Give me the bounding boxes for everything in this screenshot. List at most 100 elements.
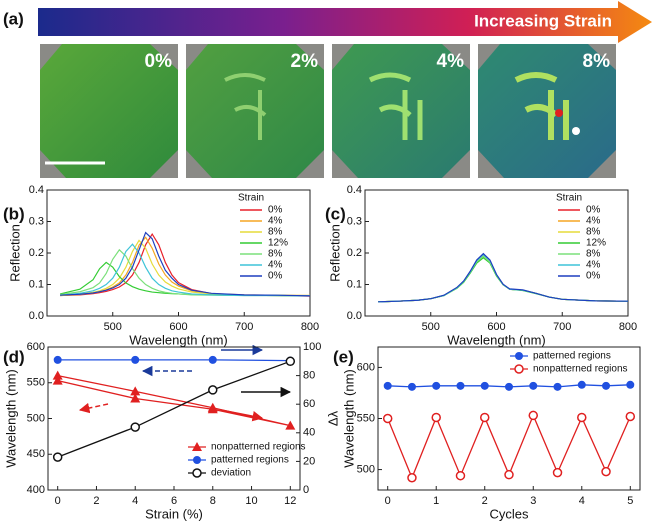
x-tick-label: 1 [433,495,439,507]
legend-label: patterned regions [211,455,289,466]
legend-label: 0% [268,205,283,216]
chart-panel: (b) 500 600 700 800 0.0 0.1 0.2 0.3 0.4 Wavelength… [3,184,319,348]
photo-label: 8% [583,51,611,72]
strain-arrow [38,1,652,43]
legend-label: patterned regions [533,351,611,362]
marker [480,381,489,390]
legend-label: 0% [268,271,283,282]
x-tick-label: 800 [301,321,319,333]
marker [529,381,538,390]
y-axis-label: Reflection [7,224,22,282]
marker [130,386,141,396]
marker [407,382,416,391]
panel-label: (a) [3,9,24,28]
y2-tick-label: 60 [303,398,315,410]
x-tick-label: 5 [627,495,633,507]
photo: 2% [186,44,324,178]
marker [553,382,562,391]
series-line [387,413,631,480]
marker [52,370,63,380]
y-axis-label: Reflection [327,224,342,282]
panel-label: (e) [333,347,354,366]
marker [601,466,611,477]
y-tick-label: 550 [357,412,375,424]
series-line [60,231,311,297]
y2-tick-label: 0 [303,484,309,496]
legend-label: 4% [268,260,283,271]
chart-panel: (d) 0 2 4 6 8 10 12 400 450 500 550 600 0 20 40 60 80 100 S… [3,341,340,521]
x-tick-label: 500 [422,321,440,333]
marker [505,382,513,391]
marker [285,420,296,430]
x-axis-label: Wavelength (nm) [447,332,546,347]
y-tick-label: 0.3 [347,215,362,227]
y-axis-label: Wavelength (nm) [3,369,18,468]
marker [456,381,465,390]
legend-label: 4% [268,216,283,227]
y-tick-label: 0.2 [347,247,362,259]
marker [52,375,63,385]
marker [504,469,514,480]
series-line [60,239,310,297]
x-tick-label: 0 [385,495,391,507]
x-tick-label: 700 [235,321,253,333]
x-tick-label: 0 [55,495,61,507]
legend-label: 8% [586,249,601,260]
legend-label: 4% [586,216,601,227]
x-tick-label: 2 [482,495,488,507]
x-tick-label: 600 [169,321,187,333]
marker [53,355,62,364]
y-tick-label: 0.1 [29,278,44,290]
marker [431,412,441,423]
x-axis-label: Cycles [489,506,529,521]
legend-label: 8% [268,249,283,260]
y-tick-label: 0.3 [29,215,44,227]
x-tick-label: 800 [619,321,637,333]
legend-label: 12% [586,238,606,249]
panel-label: (d) [3,347,25,366]
y-tick-label: 600 [27,341,45,353]
legend-label: 12% [268,238,288,249]
marker [432,381,441,390]
legend-label: 0% [586,205,601,216]
marker [130,393,141,403]
legend-label: nonpatterned regions [533,364,628,375]
series-line [57,360,291,458]
marker [285,356,296,367]
plot-frame [47,346,301,491]
marker [130,422,140,432]
marker [382,413,393,424]
y-tick-label: 0.4 [29,184,44,196]
y-tick-label: 600 [357,361,375,373]
y2-axis-label: Δλ [325,410,340,426]
arrow-text: Increasing Strain [474,11,612,30]
marker [577,380,586,389]
legend-label: 8% [586,227,601,238]
marker [479,412,490,423]
x-tick-label: 500 [104,321,122,333]
y-tick-label: 500 [357,463,375,475]
marker [602,381,611,390]
x-tick-label: 2 [93,495,99,507]
y-tick-label: 400 [27,484,45,496]
series-line [60,243,311,297]
x-axis-label: Strain (%) [145,506,203,521]
series-line [57,359,291,362]
legend-title: Strain [556,193,582,204]
photo-label: 2% [291,51,319,72]
x-tick-label: 4 [579,495,585,507]
x-tick-label: 8 [210,495,216,507]
x-tick-label: 10 [245,495,257,507]
marker [625,411,636,422]
marker [208,355,217,364]
x-tick-label: 600 [487,321,505,333]
marker [407,472,417,483]
legend-marker [192,442,202,451]
legend-title: Strain [238,193,264,204]
marker [207,404,218,414]
marker [577,412,587,423]
photo: 0% [40,44,178,178]
legend-label: 4% [586,260,601,271]
marker [552,467,563,478]
